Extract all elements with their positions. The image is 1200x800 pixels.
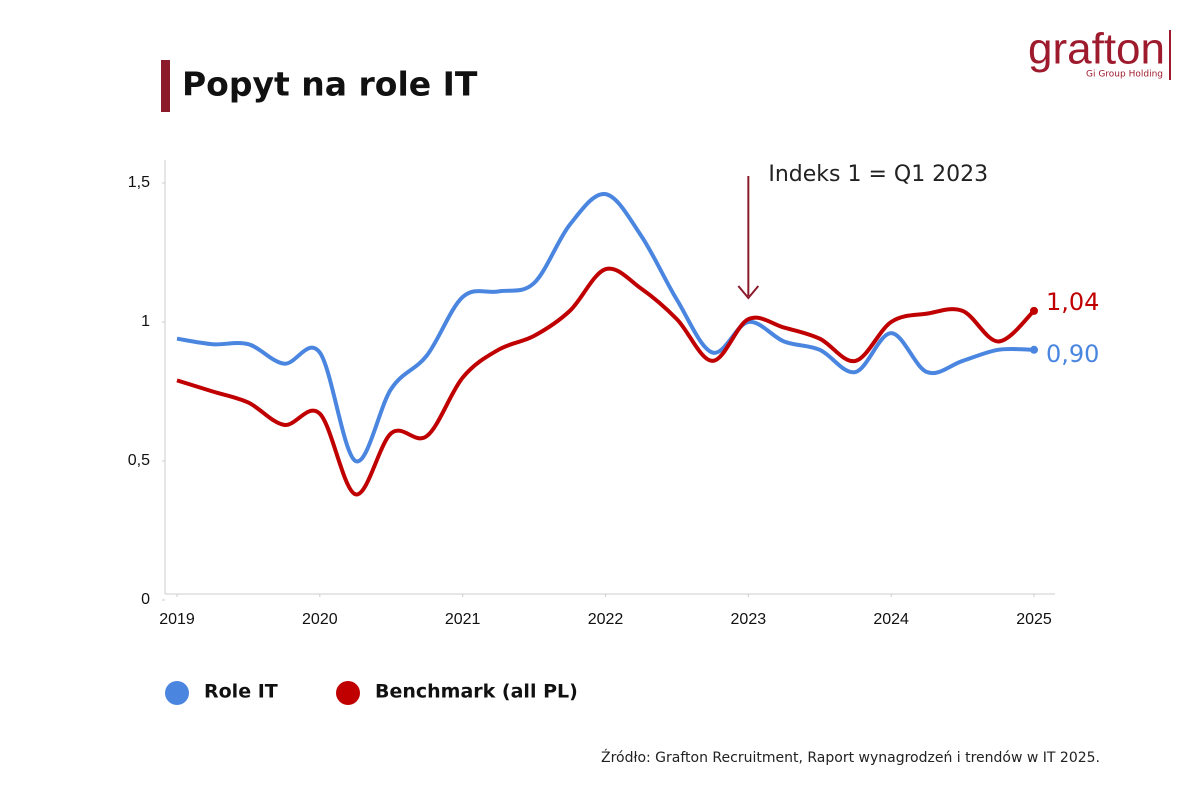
annotation: Indeks 1 = Q1 2023: [768, 162, 988, 187]
legend-swatch: [336, 681, 360, 705]
y-tick-label: 0,5: [128, 452, 150, 469]
end-point: [1030, 345, 1038, 354]
title-bar: [161, 60, 170, 112]
legend-label: Benchmark (all PL): [375, 681, 578, 703]
y-tick-label: 0: [141, 591, 150, 608]
x-tick-label: 2020: [302, 611, 338, 628]
legend-label: Role IT: [204, 681, 278, 703]
end-point: [1030, 306, 1038, 315]
x-tick-label: 2022: [588, 611, 624, 628]
x-tick-label: 2025: [1016, 611, 1052, 628]
value-label: 0,90: [1046, 340, 1099, 368]
series-line: [176, 192, 1035, 464]
value-label: 1,04: [1046, 288, 1099, 316]
annotation-arrowhead: [737, 285, 760, 300]
x-tick-label: 2019: [159, 611, 195, 628]
logo-name: grafton: [1028, 25, 1165, 74]
chart-title: Popyt na role IT: [182, 65, 478, 104]
x-tick-label: 2024: [873, 611, 909, 628]
source: Źródło: Grafton Recruitment, Raport wyna…: [601, 748, 1100, 766]
x-tick-label: 2021: [445, 611, 481, 628]
legend-swatch: [165, 681, 189, 705]
y-tick-label: 1: [141, 313, 150, 330]
y-tick-label: 1,5: [128, 174, 150, 191]
series-line: [176, 266, 1036, 497]
logo-tagline: Gi Group Holding: [1086, 70, 1163, 80]
x-tick-label: 2023: [731, 611, 767, 628]
